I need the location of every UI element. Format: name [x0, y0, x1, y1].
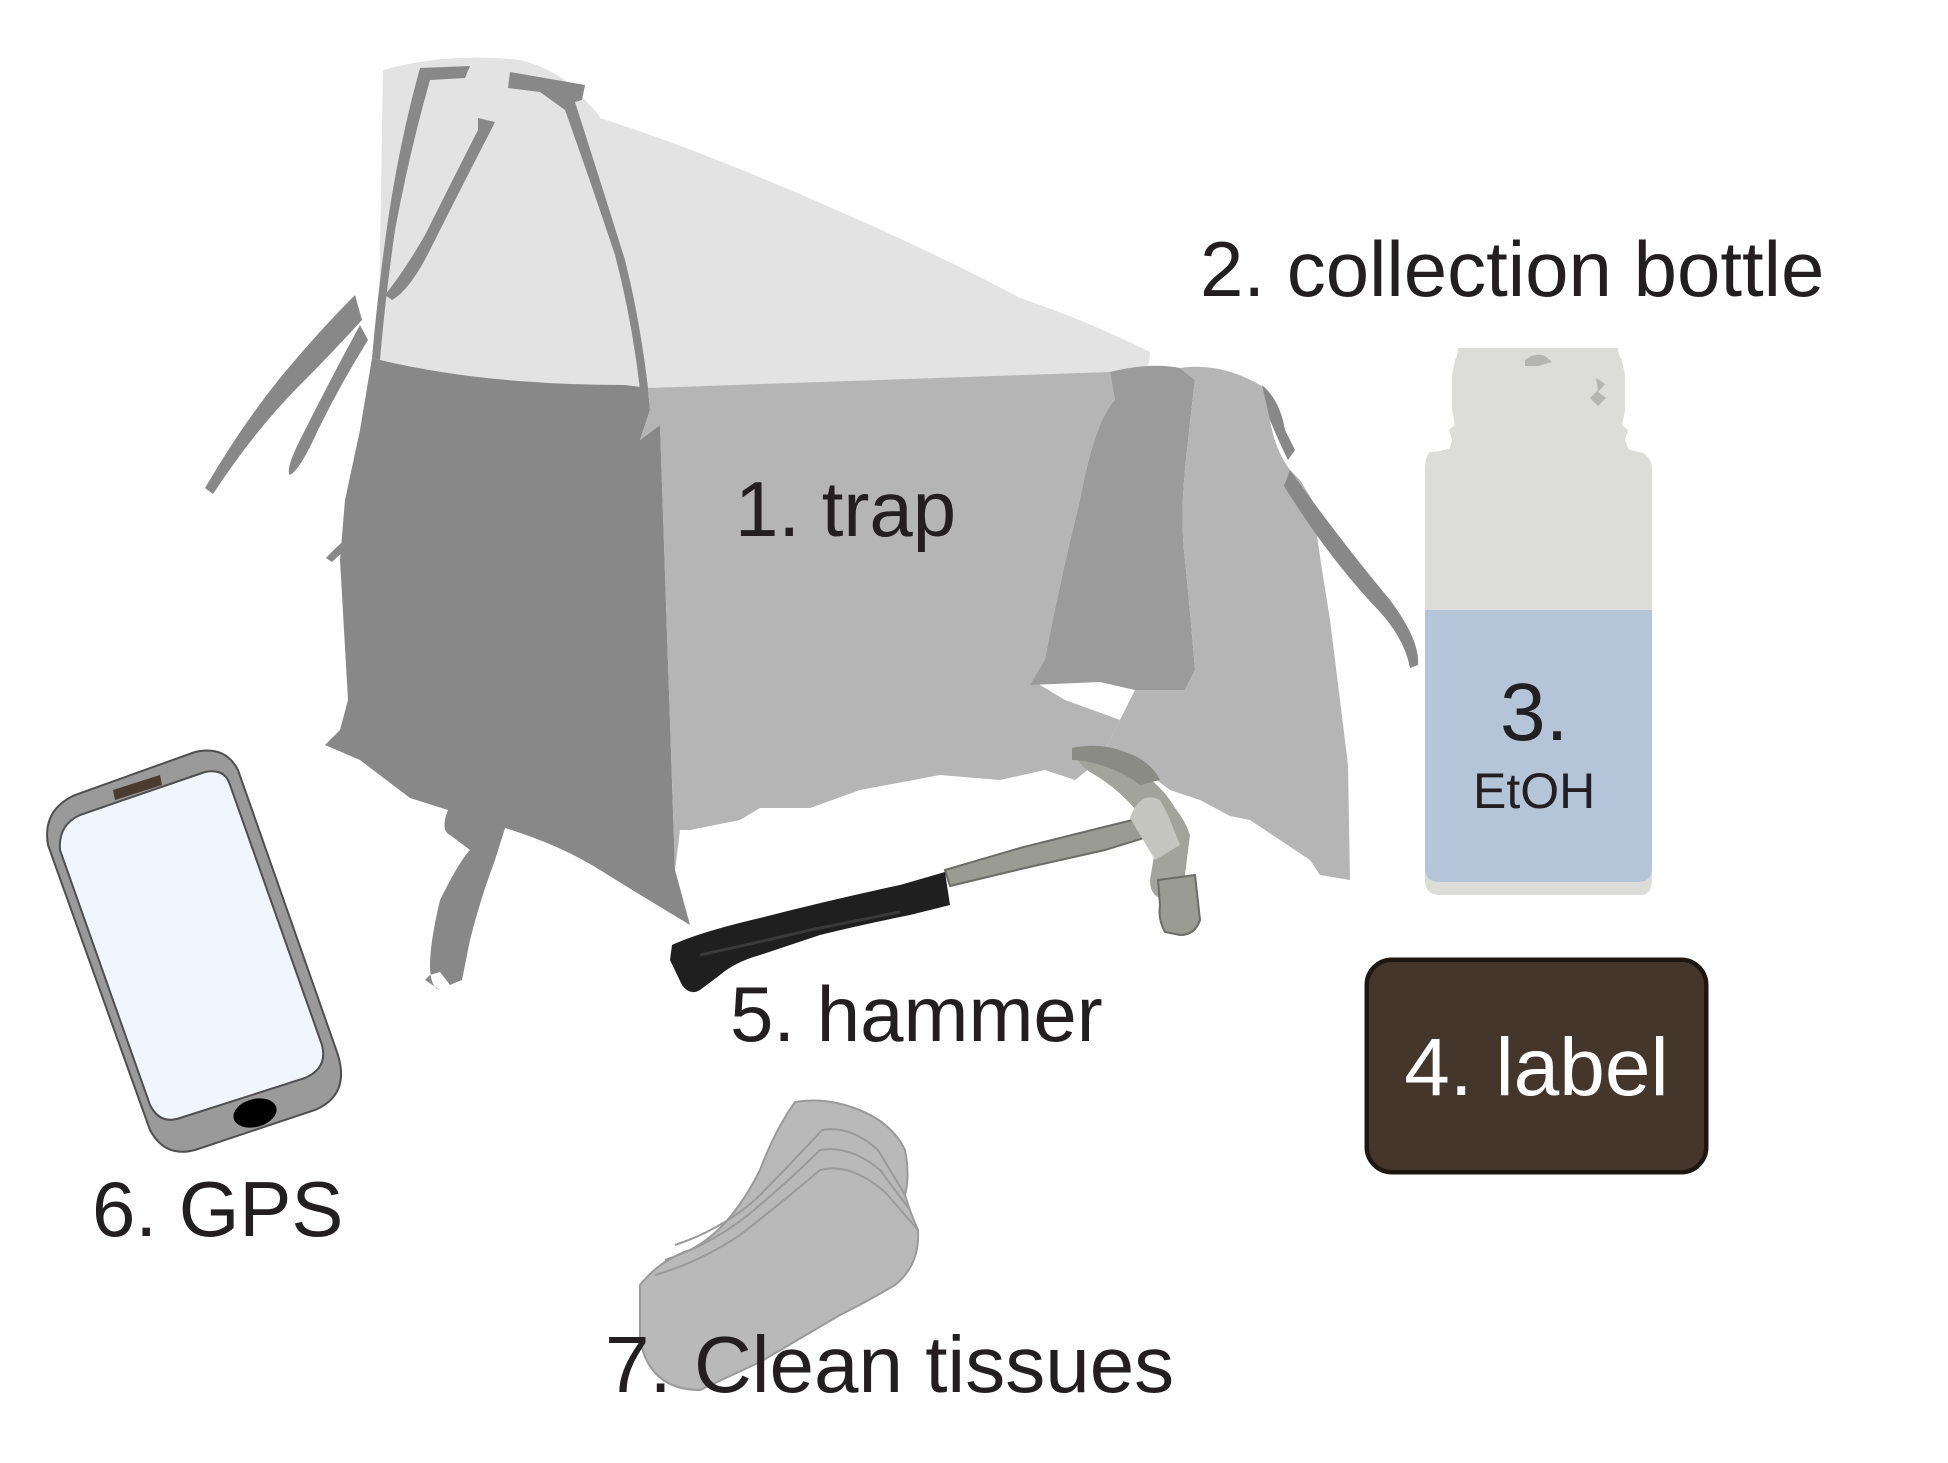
gps-label: 6. GPS	[92, 1165, 344, 1253]
etoh-label: EtOH	[1473, 763, 1596, 819]
label-card-text: 4. label	[1404, 1022, 1669, 1113]
hammer-icon	[670, 745, 1202, 993]
etoh-number-label: 3.	[1500, 667, 1569, 758]
collection-bottle-icon	[1425, 348, 1652, 895]
collection-bottle-label: 2. collection bottle	[1200, 225, 1825, 313]
gps-phone-icon	[46, 749, 343, 1153]
trap-icon	[205, 57, 1419, 990]
label-card: 4. label	[1366, 959, 1707, 1173]
tissues-label: 7. Clean tissues	[605, 1320, 1175, 1409]
hammer-label: 5. hammer	[730, 970, 1103, 1058]
trap-label: 1. trap	[735, 465, 957, 553]
tissues-icon	[639, 1099, 920, 1392]
